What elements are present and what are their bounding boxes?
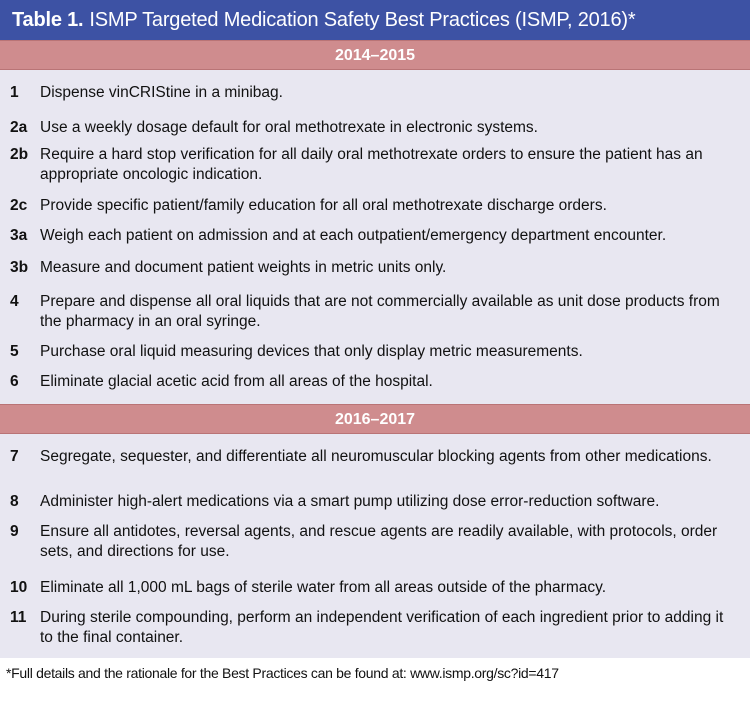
table-row: 10 Eliminate all 1,000 mL bags of steril… xyxy=(0,576,750,608)
table-label: Table 1. xyxy=(12,8,84,31)
table-title: Table 1. ISMP Targeted Medication Safety… xyxy=(0,0,750,40)
table-row: 3a Weigh each patient on admission and a… xyxy=(0,224,750,256)
table-row: 1 Dispense vinCRIStine in a minibag. xyxy=(0,70,750,107)
table-row: 11 During sterile compounding, perform a… xyxy=(0,608,750,658)
row-text: Prepare and dispense all oral liquids th… xyxy=(40,293,720,330)
table-row: 7 Segregate, sequester, and differentiat… xyxy=(0,434,750,490)
row-number: 11 xyxy=(10,609,27,626)
table-row: 8 Administer high-alert medications via … xyxy=(0,490,750,522)
table-row: 5 Purchase oral liquid measuring devices… xyxy=(0,337,750,371)
row-number: 7 xyxy=(10,448,19,465)
table-row: 9 Ensure all antidotes, reversal agents,… xyxy=(0,522,750,576)
section-header-2016-2017: 2016–2017 xyxy=(0,404,750,434)
table-row: 6 Eliminate glacial acetic acid from all… xyxy=(0,371,750,404)
row-text: Dispense vinCRIStine in a minibag. xyxy=(40,84,283,101)
row-text: Eliminate glacial acetic acid from all a… xyxy=(40,373,433,390)
row-number: 6 xyxy=(10,373,19,390)
row-text: Weigh each patient on admission and at e… xyxy=(40,227,667,244)
row-number: 8 xyxy=(10,493,19,510)
row-text: Require a hard stop verification for all… xyxy=(40,146,703,183)
row-number: 3b xyxy=(10,259,29,276)
row-text: Use a weekly dosage default for oral met… xyxy=(40,119,538,136)
row-text: Provide specific patient/family educatio… xyxy=(40,197,607,214)
section-rows-2016-2017: 7 Segregate, sequester, and differentiat… xyxy=(0,434,750,658)
row-text: Segregate, sequester, and differentiate … xyxy=(40,448,712,465)
row-number: 1 xyxy=(10,84,19,101)
row-text: During sterile compounding, perform an i… xyxy=(40,609,724,646)
best-practices-table: Table 1. ISMP Targeted Medication Safety… xyxy=(0,0,750,658)
table-row: 3b Measure and document patient weights … xyxy=(0,256,750,288)
section-header-2014-2015: 2014–2015 xyxy=(0,40,750,70)
row-number: 2b xyxy=(10,146,29,163)
row-text: Eliminate all 1,000 mL bags of sterile w… xyxy=(40,579,607,596)
table-row: 4 Prepare and dispense all oral liquids … xyxy=(0,288,750,337)
row-text: Purchase oral liquid measuring devices t… xyxy=(40,343,583,360)
row-number: 10 xyxy=(10,579,28,596)
table-row: 2a Use a weekly dosage default for oral … xyxy=(0,107,750,140)
row-number: 9 xyxy=(10,523,19,540)
row-text: Measure and document patient weights in … xyxy=(40,259,447,276)
row-number: 2a xyxy=(10,119,28,136)
row-number: 2c xyxy=(10,197,28,214)
row-number: 3a xyxy=(10,227,28,244)
row-number: 4 xyxy=(10,293,19,310)
row-text: Ensure all antidotes, reversal agents, a… xyxy=(40,523,718,560)
table-row: 2b Require a hard stop verification for … xyxy=(0,140,750,190)
table-title-text: ISMP Targeted Medication Safety Best Pra… xyxy=(89,8,636,31)
row-number: 5 xyxy=(10,343,19,360)
section-rows-2014-2015: 1 Dispense vinCRIStine in a minibag. 2a … xyxy=(0,70,750,404)
footnote: *Full details and the rationale for the … xyxy=(6,665,559,681)
row-text: Administer high-alert medications via a … xyxy=(40,493,660,510)
table-row: 2c Provide specific patient/family educa… xyxy=(0,190,750,224)
